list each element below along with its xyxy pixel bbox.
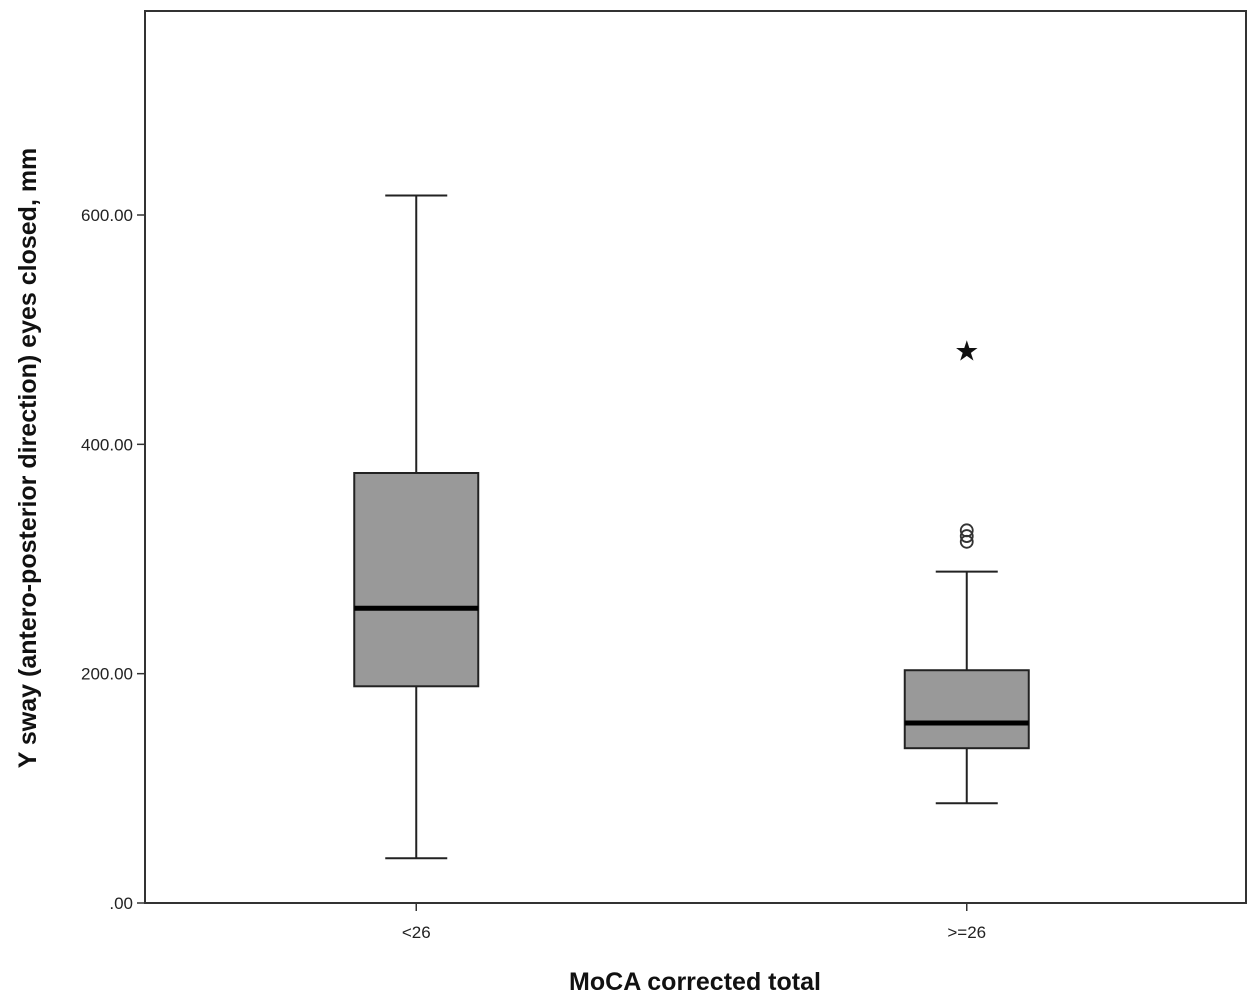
y-tick-label: 200.00 bbox=[81, 665, 133, 684]
y-tick-label: 600.00 bbox=[81, 206, 133, 225]
y-tick-label: 400.00 bbox=[81, 435, 133, 454]
y-axis-title: Y sway (antero-posterior direction) eyes… bbox=[14, 148, 42, 769]
x-tick-label: >=26 bbox=[947, 923, 986, 942]
iqr-box bbox=[903, 669, 1030, 750]
x-tick-label: <26 bbox=[402, 923, 431, 942]
box-group bbox=[353, 194, 480, 860]
outlier-point bbox=[959, 523, 974, 538]
x-axis: <26 >=26 bbox=[402, 903, 986, 942]
extreme-point: ★ bbox=[954, 334, 979, 367]
boxes-layer: ★ bbox=[353, 194, 1030, 860]
x-axis-title: MoCA corrected total bbox=[569, 968, 821, 996]
box-group: ★ bbox=[903, 334, 1030, 805]
y-axis: .00 200.00 400.00 600.00 bbox=[81, 206, 145, 913]
iqr-box bbox=[353, 472, 480, 688]
outlier-point bbox=[959, 529, 974, 543]
y-tick-label: .00 bbox=[109, 894, 133, 913]
plot-frame bbox=[144, 10, 1247, 904]
